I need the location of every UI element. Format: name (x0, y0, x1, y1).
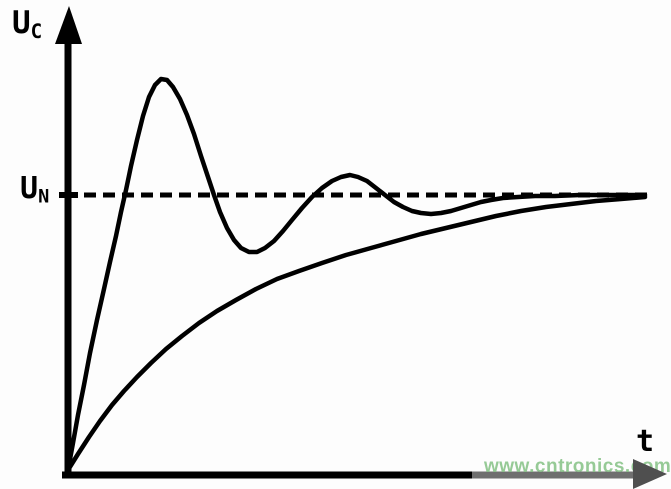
watermark-text: www.cntronics.com (484, 456, 671, 477)
y-axis-arrowhead-icon (55, 6, 82, 44)
y-axis-label-sub: C (30, 19, 43, 43)
x-axis-arrowhead-icon (633, 459, 667, 489)
curve-overdamped-aperiodic-response (65, 194, 648, 473)
reference-label-base: U (20, 171, 39, 206)
reference-label-sub: N (38, 186, 50, 208)
x-axis-label: t (636, 424, 655, 459)
y-axis-label-base: U (12, 5, 31, 41)
y-axis-label: UC (12, 8, 42, 41)
reference-level-label: UN (20, 174, 49, 207)
curve-underdamped-oscillatory-response (65, 76, 648, 473)
